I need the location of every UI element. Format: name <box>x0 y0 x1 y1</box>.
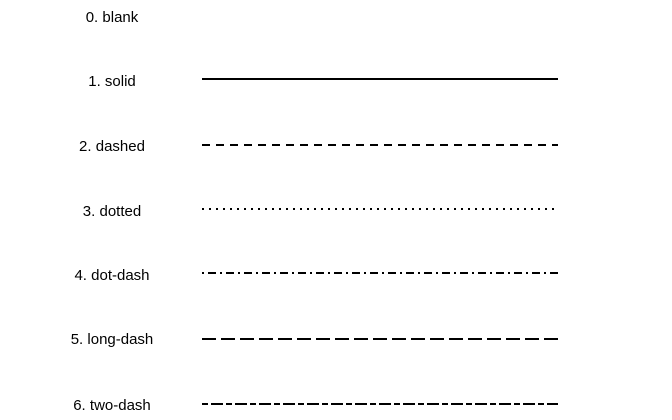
linetype-label-dot-dash: 4. dot-dash <box>74 267 150 284</box>
linetype-label-two-dash: 6. two-dash <box>73 397 151 414</box>
linetype-label-long-dash: 5. long-dash <box>70 331 154 348</box>
linetype-label-dashed: 2. dashed <box>79 138 145 155</box>
linetype-label-dotted: 3. dotted <box>82 203 142 220</box>
linetype-label-solid: 1. solid <box>88 73 136 90</box>
linetype-label-blank: 0. blank <box>85 9 139 26</box>
